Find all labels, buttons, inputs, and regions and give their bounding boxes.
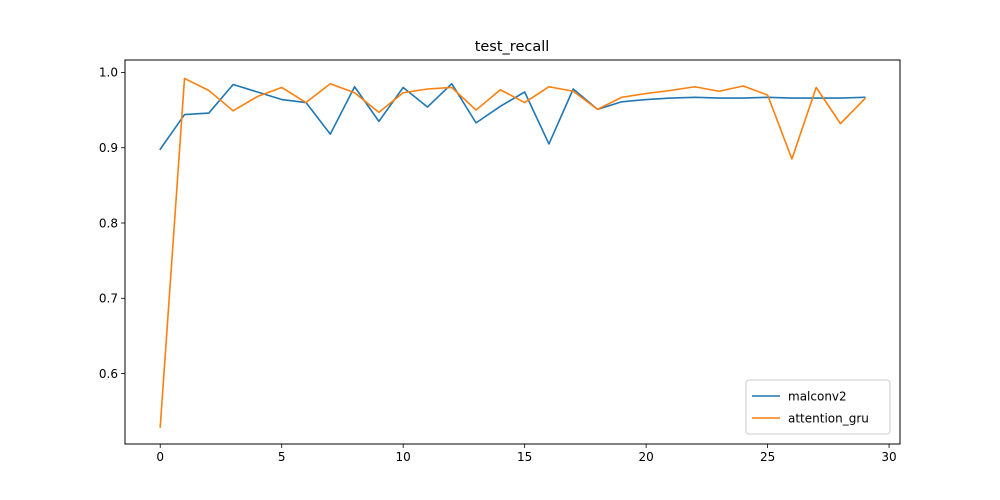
x-axis: 0 5 10 15 20 25 30 (156, 444, 897, 464)
x-tick-label: 5 (278, 450, 286, 464)
x-tick-label: 20 (638, 450, 653, 464)
y-tick-label: 0.8 (99, 216, 118, 230)
x-tick-label: 10 (396, 450, 411, 464)
x-tick-label: 30 (881, 450, 896, 464)
y-tick-label: 0.7 (99, 292, 118, 306)
plot-area (159, 77, 866, 428)
series-line-malconv2 (159, 82, 866, 151)
legend-label-attention_gru: attention_gru (788, 411, 869, 425)
legend-label-malconv2: malconv2 (788, 389, 847, 403)
x-tick-label: 25 (760, 450, 775, 464)
axes-frame (124, 59, 901, 445)
legend-box (745, 379, 891, 435)
y-tick-label: 0.9 (99, 141, 118, 155)
y-tick-label: 0.6 (99, 367, 118, 381)
legend: malconv2 attention_gru (745, 379, 891, 435)
series-line-attention_gru (159, 77, 866, 428)
y-axis: 0.6 0.7 0.8 0.9 1.0 (99, 66, 125, 381)
x-tick-label: 0 (156, 450, 164, 464)
y-tick-label: 1.0 (99, 66, 118, 80)
x-tick-label: 15 (517, 450, 532, 464)
chart-title: test_recall (475, 39, 550, 55)
